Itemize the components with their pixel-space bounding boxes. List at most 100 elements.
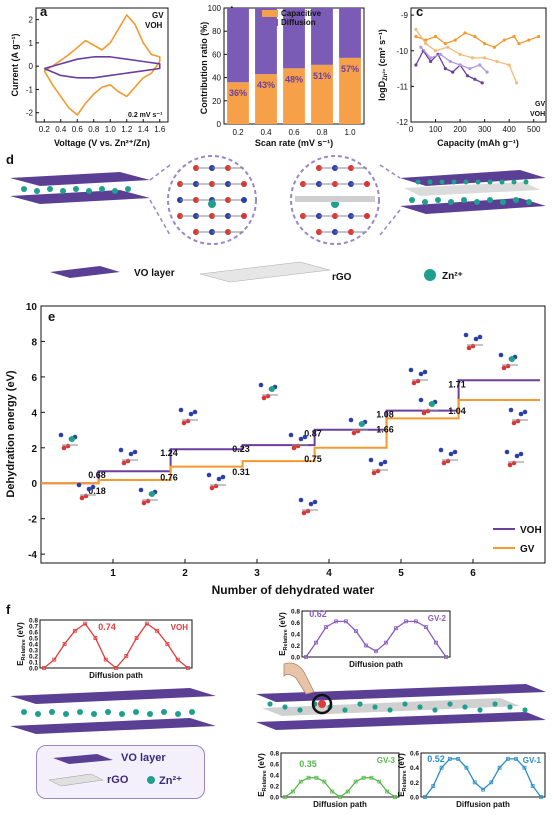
panel-e-ytick-label: 8: [31, 337, 37, 348]
panel-c: c 0 100 200 300 400 500 -9 -10 -11 -12 logDZn²⁺ (c…: [377, 4, 547, 148]
zn-ion: [439, 179, 445, 185]
panel-c-xtick-label: 400: [503, 125, 517, 134]
zn-ion: [189, 709, 195, 715]
small-chart-point: [134, 636, 139, 640]
atom: [241, 181, 247, 187]
panel-d-legend-vo-icon: [50, 266, 120, 278]
zn-ion: [523, 179, 529, 185]
small-chart-point: [314, 775, 319, 780]
small-chart-point: [424, 625, 428, 629]
molecule-atom: [206, 472, 212, 478]
molecule-atom: [418, 397, 424, 403]
small-chart-point: [306, 775, 311, 780]
panel-c-point: [478, 63, 482, 67]
panel-c-point: [537, 34, 541, 39]
panel-d-legend-rgo-text: rGO: [332, 272, 352, 283]
small-chart-ytick-label: 0.7: [29, 624, 38, 631]
panel-c-ytick-label: -12: [396, 118, 408, 127]
panel-a-xtick-label: 1.2: [121, 125, 133, 134]
small-chart-point: [539, 795, 543, 799]
panel-d-legend-zn-icon: [424, 269, 436, 281]
molecule-atom: [505, 363, 511, 369]
panel-c-point: [517, 42, 521, 46]
molecule-atom: [418, 371, 424, 377]
molecule-atom: [138, 487, 144, 493]
panel-d-zoom-guide-4: [379, 209, 401, 236]
zn-ion: [35, 711, 41, 717]
zn-ion: [208, 200, 216, 208]
panel-b-legend-diffusion: Diffusion: [281, 18, 316, 27]
small-chart-ytick-label: 0.8: [270, 751, 279, 758]
zn-ion: [511, 179, 517, 185]
panel-d-legend-rgo-icon: [199, 261, 331, 283]
atom: [241, 213, 247, 219]
zn-ion: [342, 707, 348, 713]
small-chart-point: [353, 779, 358, 784]
zn-ion: [509, 356, 515, 362]
zn-ion: [357, 701, 363, 707]
molecule-atom: [518, 411, 524, 417]
small-chart-xlabel: Diffusion path: [349, 660, 403, 669]
panel-b-bar-diffusion: [283, 8, 305, 69]
small-chart-point: [290, 789, 295, 794]
panel-c-series-line: [415, 32, 539, 48]
small-chart-point: [72, 628, 77, 633]
molecule-atom: [422, 369, 428, 375]
panel-c-point: [443, 42, 447, 46]
panel-c-point: [414, 27, 418, 31]
small-chart-ytick-label: 0.2: [410, 780, 419, 787]
small-chart-ytick-label: 0.6: [410, 751, 419, 758]
molecule-atom: [368, 457, 374, 463]
panel-b-xtick-label: 0.6: [288, 128, 300, 137]
small-chart-ytick-label: 0.0: [270, 795, 279, 802]
molecule-atom: [308, 501, 314, 507]
panel-e-step-label: 1.71: [448, 379, 466, 389]
panel-f-legend-svg: [48, 754, 155, 787]
zn-ion: [133, 709, 139, 715]
panel-f-label: f: [6, 602, 11, 617]
small-chart-title: GV-3: [377, 756, 396, 765]
panel-d: d VO layer rGO Zn²⁺: [6, 152, 546, 283]
panel-f: f 0.00.10.20.30.40.50.60.70.8VOH0.74Diff…: [6, 602, 546, 809]
zn-ion: [77, 709, 83, 715]
atom: [241, 197, 247, 203]
small-chart-point: [497, 765, 502, 770]
panel-c-xlabel: Capacity (mAh g⁻¹): [437, 138, 519, 148]
small-chart-point: [144, 621, 149, 626]
zn-ion: [105, 709, 111, 715]
panel-b-bar-capacitive: [311, 64, 333, 124]
small-chart-line: [424, 758, 542, 798]
panel-b-bar-capacitive: [227, 82, 249, 124]
zn-ion: [492, 701, 498, 707]
panel-a-note: 0.2 mV s⁻¹: [128, 112, 163, 119]
molecule-atom: [466, 345, 472, 351]
panel-c-xtick-label: 200: [453, 125, 467, 134]
small-chart-point: [393, 795, 397, 799]
molecule-atom: [508, 407, 514, 413]
panel-c-ylabel-main: logD: [377, 80, 387, 100]
panel-e-step-label: 1.66: [376, 424, 394, 434]
panel-e-xtick-label: 1: [110, 568, 116, 579]
molecule-atom: [522, 409, 528, 415]
panel-c-point: [483, 42, 487, 46]
small-chart-ylabel: ERelative (eV): [16, 622, 27, 666]
small-chart-xlabel: Diffusion path: [313, 800, 367, 809]
zn-ion: [47, 186, 53, 192]
panel-b-ytick-label: 20: [212, 97, 221, 106]
small-chart-ytick-label: 0.8: [291, 609, 300, 616]
panel-c-point: [458, 52, 462, 56]
panel-a-ytick-label: -2: [26, 109, 34, 118]
zn-ion: [432, 707, 438, 713]
small-chart-ytick-label: 0.4: [291, 632, 300, 639]
panel-f-gv1-chart: 0.0 0.2 0.4 0.6 GV-1 0.52 Diffusion path ERelat…: [397, 751, 546, 809]
zn-ion: [69, 436, 75, 442]
molecule-atom: [378, 461, 384, 467]
small-chart-title: GV-1: [523, 756, 542, 765]
zn-ion: [297, 707, 303, 713]
small-chart-ylabel-sub: Relative: [283, 629, 289, 650]
panel-e-xlabel: Number of dehydrated water: [212, 583, 375, 597]
small-chart-ytick-label: 0.2: [270, 784, 279, 791]
molecule-atom: [375, 468, 381, 474]
molecule-atom: [132, 449, 138, 455]
